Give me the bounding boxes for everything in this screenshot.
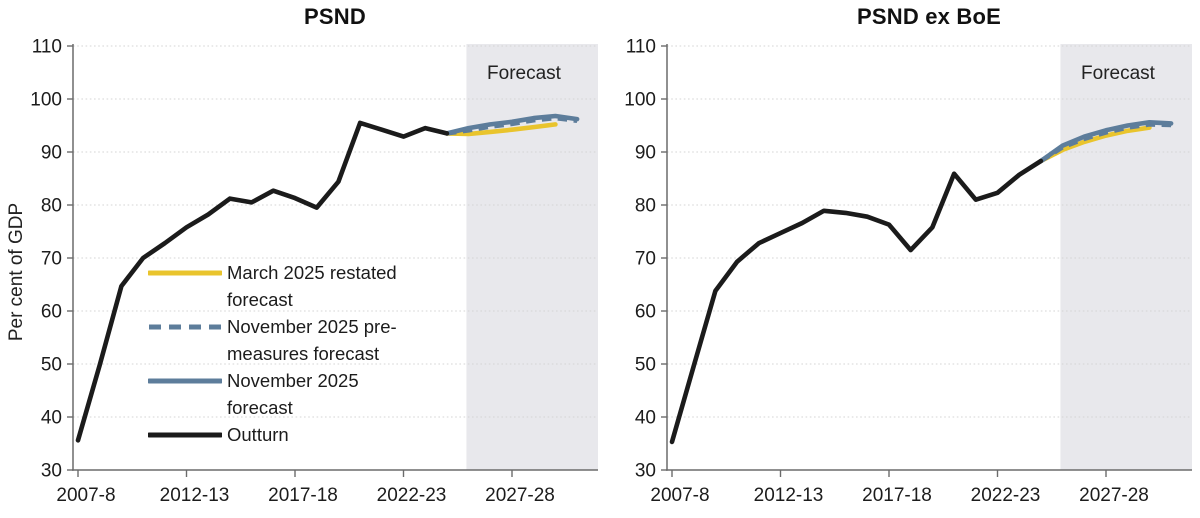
- x-tick-label: 2027-28: [1079, 485, 1149, 506]
- x-tick-label: 2022-23: [377, 485, 447, 506]
- series-line-outturn: [75, 120, 450, 443]
- legend-item: Outturn: [148, 421, 448, 448]
- x-tick-label: 2007-8: [650, 485, 709, 506]
- series-line-outturn: [669, 158, 1044, 445]
- y-tick-label: 80: [41, 196, 62, 217]
- y-tick-label: 110: [626, 37, 656, 58]
- x-tick-label: 2017-18: [862, 485, 932, 506]
- forecast-band: [466, 44, 598, 470]
- legend-swatch-outturn: [148, 432, 222, 438]
- y-tick-label: 60: [635, 302, 656, 323]
- legend-item: November 2025 forecast: [148, 367, 448, 421]
- y-tick-label: 40: [41, 408, 62, 429]
- y-tick-label: 60: [41, 302, 62, 323]
- y-tick-label: 40: [635, 408, 656, 429]
- right-chart-title: PSND ex BoE: [856, 4, 1002, 29]
- left-forecast-band-label: Forecast: [487, 63, 561, 84]
- legend-swatch-march-2025-restated-forecast: [148, 270, 222, 276]
- x-tick-label: 2007-8: [56, 485, 115, 506]
- legend-label: November 2025 forecast: [227, 370, 359, 418]
- y-tick-label: 100: [30, 90, 62, 111]
- legend-label: November 2025 pre-measures forecast: [227, 316, 397, 364]
- x-tick-label: 2027-28: [485, 485, 555, 506]
- y-tick-label: 50: [635, 355, 656, 376]
- y-axis-title: Per cent of GDP: [6, 202, 27, 342]
- y-tick-label: 90: [41, 143, 62, 164]
- series-line-march-2025-restated-forecast: [444, 122, 558, 137]
- forecast-band: [1060, 44, 1192, 470]
- y-tick-label: 30: [41, 461, 62, 482]
- series-line-november-2025-forecast: [1038, 120, 1174, 164]
- y-tick-label: 90: [635, 143, 656, 164]
- legend-item: November 2025 pre-measures forecast: [148, 313, 448, 367]
- right-forecast-band-label: Forecast: [1081, 63, 1155, 84]
- legend-swatch-november-2025-forecast: [148, 378, 222, 384]
- legend-label: Outturn: [227, 424, 289, 445]
- x-tick-label: 2012-13: [754, 485, 824, 506]
- x-tick-label: 2022-23: [971, 485, 1041, 506]
- y-tick-label: 70: [635, 249, 656, 270]
- y-tick-label: 50: [41, 355, 62, 376]
- legend: March 2025 restated forecast November 202…: [148, 259, 448, 448]
- y-tick-label: 70: [41, 249, 62, 270]
- x-tick-label: 2017-18: [268, 485, 338, 506]
- series-line-november-2025-forecast: [444, 113, 580, 136]
- left-chart-title: PSND: [304, 4, 366, 29]
- y-tick-label: 30: [635, 461, 656, 482]
- legend-item: March 2025 restated forecast: [148, 259, 448, 313]
- x-tick-label: 2012-13: [160, 485, 230, 506]
- legend-label: March 2025 restated forecast: [227, 262, 397, 310]
- y-tick-label: 80: [635, 196, 656, 217]
- legend-swatch-november-2025-pre-measures-forecast: [149, 324, 221, 330]
- y-tick-label: 110: [32, 37, 62, 58]
- y-tick-label: 100: [624, 90, 656, 111]
